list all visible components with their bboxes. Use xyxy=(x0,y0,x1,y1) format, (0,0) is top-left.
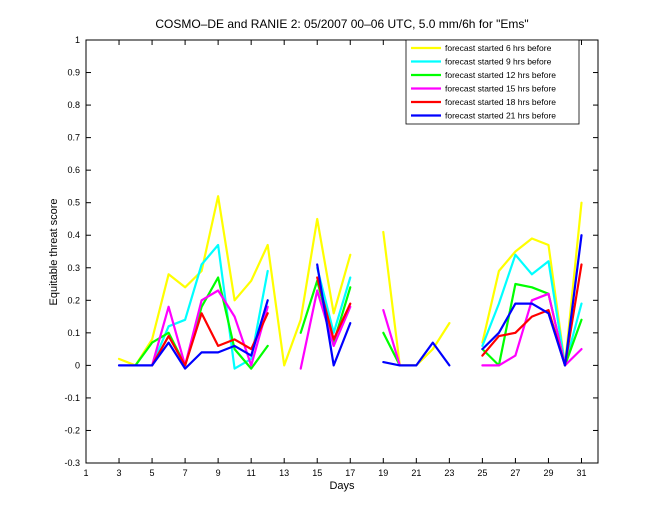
legend-label: forecast started 18 hrs before xyxy=(445,97,556,107)
series-line-segment xyxy=(382,309,401,367)
series-6 xyxy=(117,234,583,370)
x-tick-label: 19 xyxy=(378,468,388,478)
y-tick-label: -0.2 xyxy=(64,425,80,435)
x-tick-label: 17 xyxy=(345,468,355,478)
legend-label: forecast started 6 hrs before xyxy=(445,43,552,53)
x-axis-label: Days xyxy=(329,480,355,492)
x-tick-label: 11 xyxy=(246,468,255,478)
y-tick-label: 0.8 xyxy=(67,100,80,110)
x-tick-label: 9 xyxy=(216,468,221,478)
x-tick-label: 25 xyxy=(477,468,487,478)
series-line-segment xyxy=(316,263,352,367)
legend-label: forecast started 21 hrs before xyxy=(445,111,556,121)
series-line-segment xyxy=(316,266,352,334)
y-axis-label: Equitable threat score xyxy=(48,198,60,305)
x-tick-label: 21 xyxy=(411,468,421,478)
x-tick-label: 31 xyxy=(576,468,586,478)
series-line-segment xyxy=(134,276,269,370)
y-tick-label: 0.5 xyxy=(67,198,80,208)
y-tick-label: 0.4 xyxy=(67,230,80,240)
x-tick-label: 27 xyxy=(510,468,520,478)
x-tick-label: 23 xyxy=(444,468,454,478)
y-tick-label: -0.3 xyxy=(64,458,80,468)
y-tick-label: 1 xyxy=(75,35,80,45)
legend-label: forecast started 9 hrs before xyxy=(445,57,552,67)
series-layer xyxy=(117,195,583,370)
series-line-segment xyxy=(117,195,352,367)
series-line-segment xyxy=(481,234,583,367)
y-tick-label: 0.6 xyxy=(67,165,80,175)
legend-label: forecast started 15 hrs before xyxy=(445,84,556,94)
series-line-segment xyxy=(382,341,451,367)
y-tick-label: 0.7 xyxy=(67,133,80,143)
legend-box xyxy=(405,39,580,125)
x-tick-label: 13 xyxy=(279,468,289,478)
y-tick-label: 0.2 xyxy=(67,295,80,305)
y-tick-label: 0.3 xyxy=(67,263,80,273)
y-axis: -0.3 -0.2 -0.1 0 0.1 0.2 0.3 0.4 0.5 0.6 0.7 0.8 0.9… xyxy=(64,35,598,468)
legend-label: forecast started 12 hrs before xyxy=(445,70,556,80)
series-line-segment xyxy=(151,289,269,367)
series-line-segment xyxy=(151,312,269,367)
chart-title: COSMO–DE and RANIE 2: 05/2007 00–06 UTC,… xyxy=(155,17,528,31)
x-tick-label: 5 xyxy=(150,468,155,478)
x-axis: 1 3 5 7 9 11 13 15 17 19 21 23 25 27 29 31 xyxy=(83,40,586,478)
y-tick-label: 0.1 xyxy=(67,328,80,338)
x-tick-label: 7 xyxy=(183,468,188,478)
legend: forecast started 6 hrs before forecast st… xyxy=(405,39,580,125)
y-tick-label: -0.1 xyxy=(64,393,80,403)
series-line-segment xyxy=(117,299,269,370)
y-tick-label: 0 xyxy=(75,360,80,370)
x-tick-label: 1 xyxy=(83,468,88,478)
y-tick-label: 0.9 xyxy=(67,68,80,78)
x-tick-label: 15 xyxy=(312,468,322,478)
x-tick-label: 3 xyxy=(117,468,122,478)
x-tick-label: 29 xyxy=(543,468,553,478)
